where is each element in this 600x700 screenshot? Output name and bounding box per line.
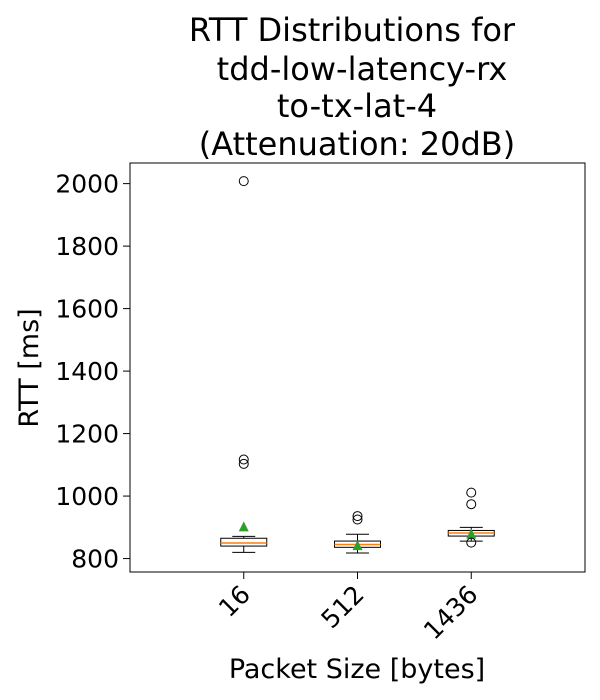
x-axis: 16 512 1436 bbox=[213, 572, 483, 645]
box-16 bbox=[220, 176, 268, 553]
title-line-1: RTT Distributions for bbox=[189, 11, 516, 49]
y-tick-label: 1800 bbox=[55, 232, 119, 261]
mean-marker bbox=[238, 521, 249, 532]
y-tick-label: 1400 bbox=[55, 357, 119, 386]
y-tick-label: 1200 bbox=[55, 420, 119, 449]
iqr-box bbox=[220, 537, 268, 547]
box-512 bbox=[334, 511, 381, 554]
outlier-point bbox=[466, 499, 477, 510]
outlier-point bbox=[466, 487, 477, 498]
y-tick-label: 2000 bbox=[55, 170, 119, 199]
box-1436 bbox=[447, 487, 495, 548]
y-tick-label: 800 bbox=[71, 545, 119, 574]
outlier-point bbox=[352, 511, 363, 522]
outlier-point bbox=[238, 176, 249, 187]
y-axis: 800 1000 1200 1400 1600 1800 2000 bbox=[55, 170, 130, 574]
mean-marker bbox=[466, 528, 477, 539]
x-tick-label: 1436 bbox=[418, 580, 483, 645]
outlier-point bbox=[238, 454, 249, 465]
y-tick-label: 1000 bbox=[55, 482, 119, 511]
plot-frame bbox=[129, 162, 586, 573]
title-line-4: (Attenuation: 20dB) bbox=[199, 125, 515, 163]
outlier-point bbox=[352, 514, 363, 525]
y-tick-label: 1600 bbox=[55, 295, 119, 324]
outlier-point bbox=[466, 537, 477, 548]
x-axis-label: Packet Size [bytes] bbox=[229, 654, 485, 685]
x-tick-label: 512 bbox=[315, 580, 369, 634]
box-series bbox=[220, 176, 495, 554]
x-tick-label: 16 bbox=[213, 580, 256, 623]
mean-marker bbox=[352, 540, 363, 551]
outlier-point bbox=[238, 458, 249, 469]
chart-title: RTT Distributions for tdd-low-latency-rx… bbox=[189, 11, 516, 163]
title-line-2: tdd-low-latency-rx bbox=[217, 50, 508, 88]
y-axis-label: RTT [ms] bbox=[14, 308, 45, 427]
title-line-3: to-tx-lat-4 bbox=[277, 87, 437, 125]
